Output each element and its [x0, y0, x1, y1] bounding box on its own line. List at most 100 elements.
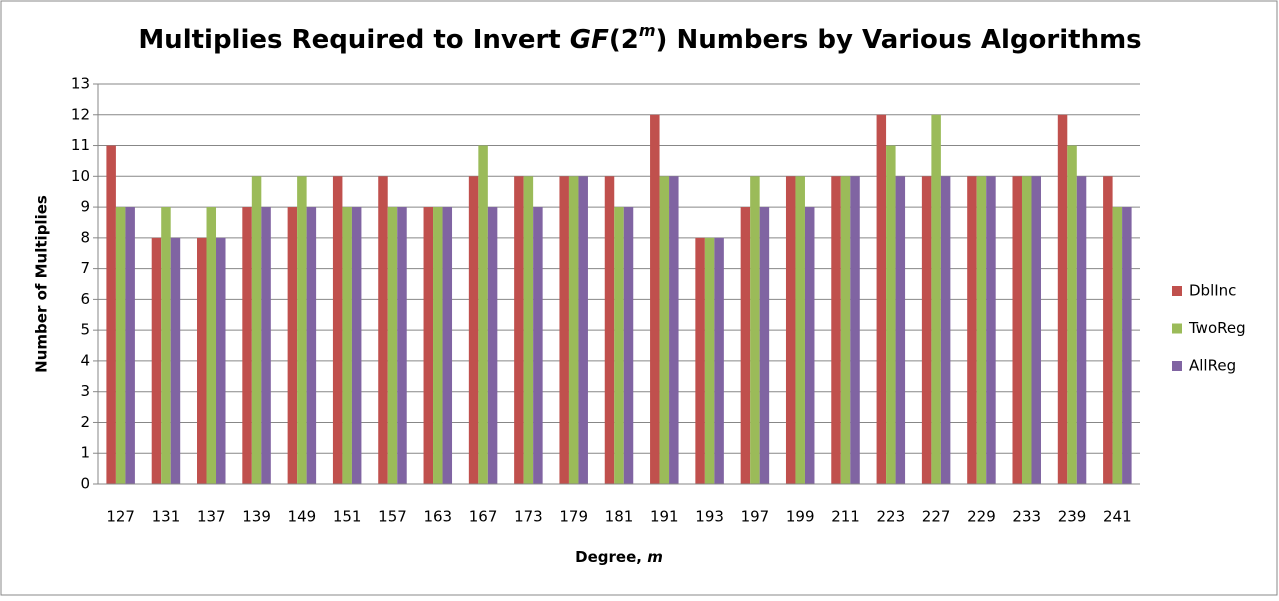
x-tick-label: 233	[1012, 508, 1041, 526]
x-tick-label: 197	[741, 508, 770, 526]
x-tick-label: 223	[877, 508, 906, 526]
bar	[714, 237, 724, 484]
legend-label: AllReg	[1189, 357, 1236, 375]
legend-label: TwoReg	[1188, 319, 1246, 337]
bar	[216, 237, 226, 484]
y-tick-label: 0	[80, 475, 90, 493]
bar	[151, 237, 162, 484]
legend-swatch	[1172, 361, 1182, 371]
x-tick-label: 157	[378, 508, 407, 526]
bar	[750, 176, 760, 485]
bar	[931, 114, 941, 485]
y-tick-label: 2	[80, 413, 90, 431]
x-axis-title: Degree, m	[575, 548, 663, 566]
bar	[125, 207, 135, 485]
bar	[170, 237, 181, 484]
bar	[623, 207, 634, 485]
bar	[759, 207, 770, 485]
title-part: (2	[609, 25, 639, 55]
y-tick-label: 11	[71, 136, 90, 154]
bar	[115, 207, 126, 485]
bar	[1021, 176, 1032, 485]
bar	[1076, 176, 1087, 485]
bar	[604, 176, 615, 485]
bar	[106, 145, 116, 485]
y-tick-label: 5	[80, 321, 90, 339]
bar	[976, 176, 987, 485]
x-tick-label: 229	[967, 508, 996, 526]
title-part: GF	[570, 25, 609, 55]
title-part: Multiplies Required to Invert	[138, 25, 569, 55]
bar	[261, 207, 271, 485]
y-tick-label: 13	[71, 75, 90, 93]
bar	[967, 176, 977, 485]
chart-title: Multiplies Required to Invert GF(2m) Num…	[138, 21, 1141, 55]
x-tick-label: 191	[650, 508, 679, 526]
bar	[940, 176, 951, 485]
bar	[478, 145, 488, 485]
bar	[704, 237, 715, 484]
x-tick-label: 241	[1103, 508, 1132, 526]
bar	[831, 176, 841, 485]
bar	[161, 207, 171, 485]
bar	[1067, 145, 1077, 485]
bar	[487, 207, 498, 485]
legend-label: DblInc	[1189, 282, 1236, 300]
bar	[378, 176, 388, 485]
bar	[795, 176, 805, 485]
bar	[1057, 114, 1068, 485]
x-tick-label: 139	[242, 508, 271, 526]
x-tick-label: 151	[333, 508, 362, 526]
bar	[514, 176, 524, 485]
bar	[387, 207, 398, 485]
bar	[804, 207, 815, 485]
y-tick-label: 8	[80, 228, 90, 246]
y-tick-label: 12	[71, 105, 90, 123]
bar	[895, 176, 906, 485]
bar	[442, 207, 453, 485]
bar	[785, 176, 796, 485]
x-tick-label: 163	[423, 508, 452, 526]
x-tick-label: 181	[605, 508, 634, 526]
bar	[306, 207, 317, 485]
bar	[523, 176, 534, 485]
bar	[921, 176, 932, 485]
x-tick-label: 173	[514, 508, 543, 526]
bar	[251, 176, 262, 485]
y-tick-label: 3	[80, 382, 90, 400]
bar	[197, 237, 207, 484]
bar	[568, 176, 579, 485]
bar	[1112, 207, 1123, 485]
x-tick-label: 179	[559, 508, 588, 526]
bar	[559, 176, 569, 485]
bar	[850, 176, 860, 485]
bar	[206, 207, 217, 485]
bar	[876, 114, 887, 485]
y-tick-label: 10	[71, 167, 90, 185]
bar	[332, 176, 343, 485]
bar	[1122, 207, 1132, 485]
bar	[669, 176, 679, 485]
x-tick-label: 211	[831, 508, 860, 526]
y-tick-label: 4	[80, 351, 90, 369]
bar	[468, 176, 479, 485]
bar	[659, 176, 670, 485]
bar	[840, 176, 851, 485]
title-part: m	[639, 21, 656, 40]
legend-swatch	[1172, 323, 1182, 334]
bar	[287, 207, 298, 485]
bar	[578, 176, 588, 485]
x-tick-label: 239	[1058, 508, 1087, 526]
x-tick-label: 193	[695, 508, 724, 526]
x-tick-label: 131	[152, 508, 181, 526]
bar	[986, 176, 996, 485]
y-tick-label: 1	[80, 444, 90, 462]
bar	[1031, 176, 1041, 485]
bar	[297, 176, 307, 485]
bar	[1103, 176, 1113, 485]
bar	[695, 237, 705, 484]
bar	[533, 207, 543, 485]
y-tick-label: 9	[80, 198, 90, 216]
title-part: ) Numbers by Various Algorithms	[656, 25, 1142, 55]
x-tick-label: 137	[197, 508, 226, 526]
